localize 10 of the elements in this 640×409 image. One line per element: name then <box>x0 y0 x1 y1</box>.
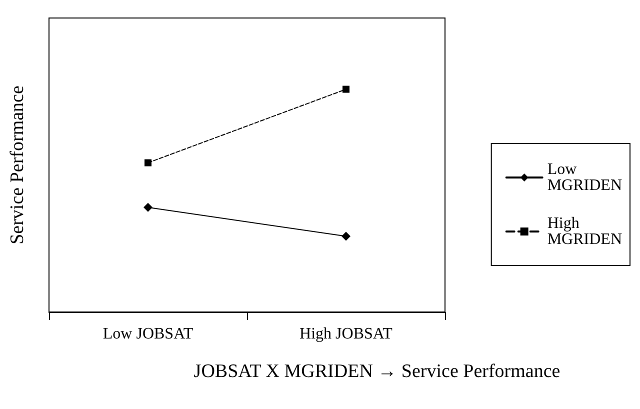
point <box>342 232 350 241</box>
x-tick-label: High JOBSAT <box>300 326 393 342</box>
x-axis-title: JOBSAT X MGRIDEN → Service Performance <box>194 361 560 382</box>
y-axis-title: Service Performance <box>7 86 28 244</box>
point <box>144 202 152 212</box>
point <box>342 86 350 93</box>
legend-label: Low MGRIDEN <box>547 161 622 194</box>
legend-label: High MGRIDEN <box>547 215 622 248</box>
point <box>144 159 152 166</box>
x-tick-label: Low JOBSAT <box>102 326 194 342</box>
